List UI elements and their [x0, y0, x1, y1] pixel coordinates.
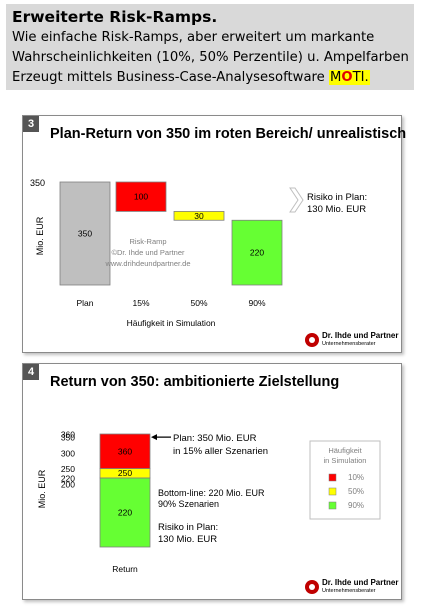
- watermark-text: ©Dr. Ihde und Partner: [111, 248, 185, 257]
- logo-icon: [305, 333, 319, 347]
- bar-50%: [173, 211, 225, 221]
- company-logo: Dr. Ihde und Partner Unternehmensberater: [305, 332, 398, 348]
- y-tick-label: 350: [61, 433, 75, 443]
- header-line-3: Erzeugt mittels Business-Case-Analysesof…: [12, 68, 408, 88]
- bar-segment-green: [99, 477, 151, 548]
- bar-Plan: [59, 181, 111, 286]
- page-title: Erweiterte Risk-Ramps.: [12, 8, 218, 26]
- callout-text: Risiko in Plan:: [307, 192, 367, 203]
- legend-swatch-green: [328, 501, 337, 510]
- risk-annotation: Risiko in Plan:: [158, 522, 218, 533]
- logo-subtitle: Unternehmensberater: [322, 341, 376, 347]
- chart-panel-risk-ramp: 3 Plan-Return von 350 im roten Bereich/ …: [22, 115, 406, 353]
- legend-label: 10%: [348, 473, 364, 482]
- moti-rest: TI.: [352, 70, 369, 85]
- logo-name: Dr. Ihde und Partner: [322, 331, 399, 340]
- legend-label: 50%: [348, 487, 364, 496]
- return-chart: Mio. EUR360350300250220200220250360Retur…: [37, 430, 381, 574]
- moti-brand: MOTI.: [328, 70, 370, 85]
- bottom-line-annotation: Bottom-line: 220 Mio. EUR: [158, 488, 265, 498]
- legend-title: Häufigkeit: [328, 446, 362, 455]
- bar-segment-red: [99, 433, 151, 469]
- segment-value-label: 360: [118, 446, 132, 456]
- segment-value-label: 250: [118, 468, 132, 478]
- plan-annotation: Plan: 350 Mio. EUR: [173, 433, 257, 444]
- y-axis-label: Mio. EUR: [35, 216, 45, 255]
- x-axis-label: Häufigkeit in Simulation: [127, 318, 216, 328]
- watermark-text: Risk-Ramp: [129, 237, 166, 246]
- panel-number: 4: [23, 364, 39, 380]
- x-tick-label: Plan: [76, 298, 93, 308]
- y-tick-label: 300: [61, 448, 75, 458]
- x-tick-label: 50%: [190, 298, 207, 308]
- chart-title: Return von 350: ambitionierte Zielstellu…: [50, 374, 340, 390]
- callout-text: 130 Mio. EUR: [307, 204, 366, 215]
- segment-value-label: 220: [118, 507, 132, 517]
- bar-value-label: 350: [78, 229, 92, 239]
- logo-subtitle: Unternehmensberater: [322, 588, 376, 594]
- x-tick-label: Return: [112, 564, 138, 574]
- arrow-left-icon: [151, 434, 157, 441]
- company-logo: Dr. Ihde und Partner Unternehmensberater: [305, 579, 398, 595]
- logo-icon: [305, 580, 319, 594]
- risk-annotation: 130 Mio. EUR: [158, 534, 217, 545]
- y-tick-label: 360: [61, 430, 75, 440]
- logo-name: Dr. Ihde und Partner: [322, 578, 399, 587]
- header-line-3-text: Erzeugt mittels Business-Case-Analysesof…: [12, 70, 329, 85]
- chart-panel-return: 4 Return von 350: ambitionierte Zielstel…: [22, 363, 402, 600]
- y-tick-label: 350: [30, 178, 45, 188]
- chevron-right-icon: [289, 187, 304, 213]
- bar-value-label: 30: [194, 211, 204, 221]
- panel-number: 3: [23, 116, 39, 132]
- chart-title: Plan-Return von 350 im roten Bereich/ un…: [50, 126, 407, 142]
- bar-value-label: 220: [250, 248, 264, 258]
- risk-ramp-chart: Mio. EUR 350 350 Plan 100 15% 30 50% 220 90% Häufi…: [30, 178, 367, 328]
- legend-swatch-red: [328, 473, 337, 482]
- y-tick-label: 250: [61, 464, 75, 474]
- moti-o: O: [341, 70, 353, 85]
- y-axis-label: Mio. EUR: [37, 469, 47, 508]
- header-line-1: Wie einfache Risk-Ramps, aber erweitert …: [12, 30, 375, 45]
- bar-90%: [231, 219, 283, 286]
- y-tick-label: 220: [61, 473, 75, 483]
- x-tick-label: 90%: [248, 298, 265, 308]
- header-banner: Erweiterte Risk-Ramps. Wie einfache Risk…: [6, 4, 414, 90]
- bar-value-label: 100: [134, 192, 148, 202]
- watermark-text: www.drihdeundpartner.de: [104, 259, 190, 268]
- legend-title: in Simulation: [324, 456, 367, 465]
- moti-m: M: [329, 70, 342, 85]
- legend-swatch-yellow: [328, 487, 337, 496]
- header-line-2: Wahrscheinlichkeiten (10%, 50% Perzentil…: [12, 50, 409, 65]
- bar-15%: [115, 181, 167, 212]
- x-tick-label: 15%: [132, 298, 149, 308]
- plan-annotation: in 15% aller Szenarien: [173, 446, 268, 457]
- bottom-line-annotation: 90% Szenarien: [158, 499, 219, 509]
- y-tick-label: 200: [61, 480, 75, 490]
- legend-box: [309, 440, 381, 520]
- legend-label: 90%: [348, 501, 364, 510]
